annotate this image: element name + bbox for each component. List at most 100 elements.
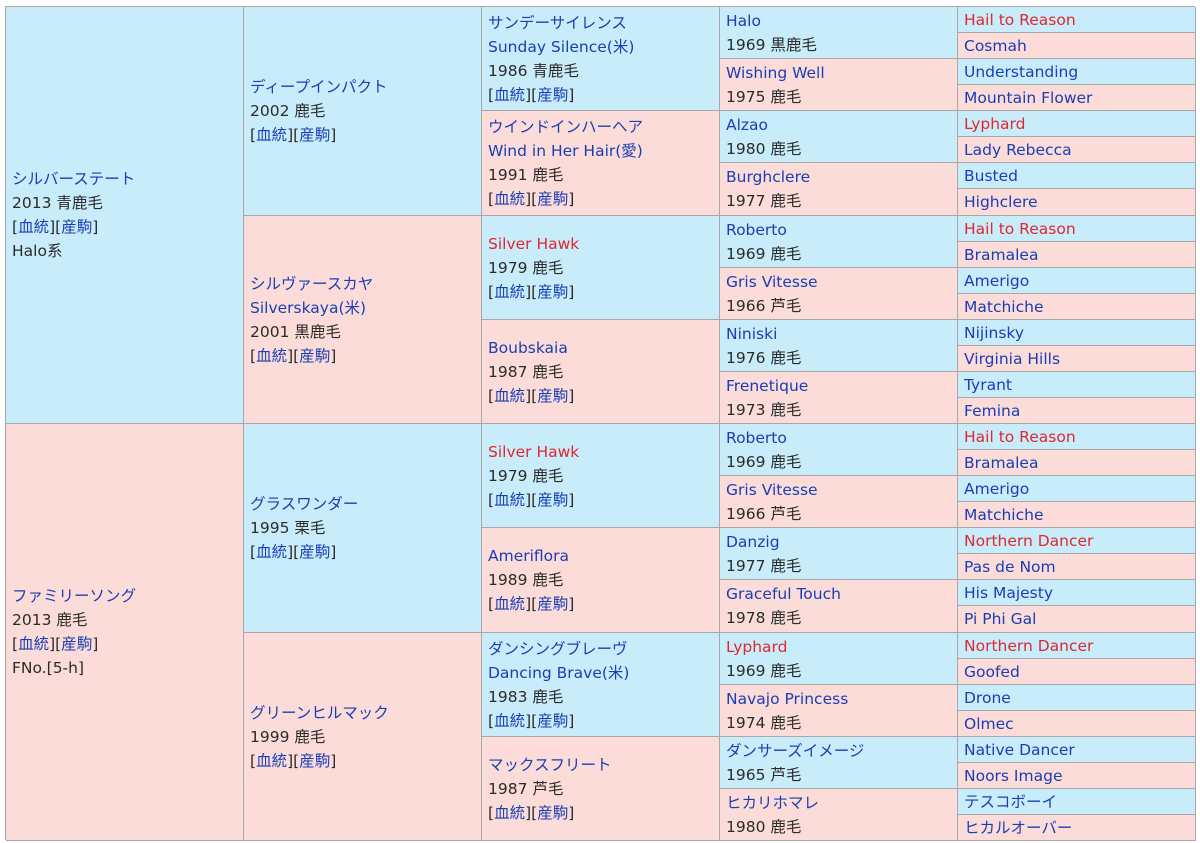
pedigree-link[interactable]: 血統 [256, 346, 288, 365]
pedigree-link[interactable]: 血統 [494, 386, 526, 405]
progeny-link[interactable]: 産駒 [61, 218, 93, 236]
birth-year-color: 1974 鹿毛 [726, 714, 802, 732]
horse-name-link[interactable]: Mountain Flower [964, 88, 1093, 107]
horse-name-link[interactable]: Pas de Nom [964, 557, 1056, 576]
horse-name-link[interactable]: Silver Hawk [488, 442, 580, 461]
horse-name-link[interactable]: Hail to Reason [964, 427, 1076, 446]
horse-name-link[interactable]: Roberto [726, 429, 787, 447]
horse-name-link[interactable]: Amerigo [964, 479, 1030, 498]
horse-name-link[interactable]: Lyphard [726, 638, 788, 656]
horse-name-link[interactable]: Virginia Hills [964, 349, 1061, 368]
pedigree-link[interactable]: 血統 [256, 751, 288, 770]
horse-name-link[interactable]: Amerigo [964, 271, 1030, 290]
horse-name-link[interactable]: Highclere [964, 193, 1038, 211]
progeny-link[interactable]: 産駒 [299, 543, 331, 561]
pedigree-link[interactable]: 血統 [494, 190, 526, 208]
horse-name-link[interactable]: Native Dancer [964, 740, 1075, 759]
progeny-link[interactable]: 産駒 [537, 386, 569, 405]
horse-name-link[interactable]: Silver Hawk [488, 234, 580, 253]
horse-name-link[interactable]: Lyphard [964, 114, 1026, 133]
horse-name-link[interactable]: Niniski [726, 325, 778, 343]
horse-name-link[interactable]: Nijinsky [964, 323, 1025, 342]
horse-name-link[interactable]: Femina [964, 401, 1021, 420]
horse-name-link[interactable]: His Majesty [964, 583, 1054, 602]
horse-name-link[interactable]: Wishing Well [726, 64, 825, 82]
horse-name-link[interactable]: Roberto [726, 221, 787, 239]
horse-name-link[interactable]: Hail to Reason [964, 10, 1076, 29]
horse-name-link[interactable]: Ameriflora [488, 547, 570, 565]
progeny-link[interactable]: 産駒 [537, 282, 569, 301]
pedigree-link[interactable]: 血統 [494, 282, 526, 301]
horse-name-link[interactable]: Lady Rebecca [964, 140, 1072, 159]
horse-name-link[interactable]: ダンシングブレーヴ [488, 639, 628, 658]
horse-name-link[interactable]: Bramalea [964, 453, 1039, 472]
pedigree-link[interactable]: 血統 [494, 490, 526, 509]
horse-name-link[interactable]: Danzig [726, 533, 780, 551]
horse-name-link[interactable]: グリーンヒルマック [250, 703, 389, 722]
horse-name-link[interactable]: Cosmah [964, 36, 1027, 55]
horse-name-link[interactable]: シルバーステート [12, 170, 136, 188]
progeny-link[interactable]: 産駒 [537, 711, 569, 730]
pedigree-link[interactable]: 血統 [494, 85, 526, 104]
horse-name-link[interactable]: Gris Vitesse [726, 481, 818, 499]
birth-year-color: 2013 鹿毛 [12, 611, 88, 629]
horse-name-link[interactable]: Busted [964, 166, 1018, 185]
horse-name-link[interactable]: Hail to Reason [964, 219, 1076, 238]
horse-name-link[interactable]: Northern Dancer [964, 531, 1094, 550]
horse-name-link[interactable]: ダンサーズイメージ [726, 742, 865, 760]
horse-name-link[interactable]: Drone [964, 688, 1011, 707]
pedigree-link[interactable]: 血統 [494, 711, 526, 730]
horse-name-link[interactable]: ファミリーソング [12, 587, 137, 605]
horse-name-link[interactable]: Boubskaia [488, 338, 568, 357]
horse-name-link[interactable]: Burghclere [726, 168, 811, 186]
horse-name-link[interactable]: Tyrant [964, 375, 1012, 394]
horse-name-link[interactable]: Frenetique [726, 377, 809, 395]
pedigree-link[interactable]: 血統 [494, 803, 526, 822]
progeny-link[interactable]: 産駒 [299, 346, 331, 365]
horse-name-link[interactable]: ヒカリホマレ [726, 794, 820, 812]
horse-name-link[interactable]: Alzao [726, 116, 769, 134]
horse-name-link[interactable]: Matchiche [964, 297, 1044, 316]
horse-name-link[interactable]: テスコボーイ [964, 792, 1058, 811]
horse-name-link[interactable]: Pi Phi Gal [964, 610, 1037, 628]
horse-name-en-link[interactable]: Sunday Silence(米) [488, 37, 635, 56]
progeny-link[interactable]: 産駒 [537, 803, 569, 822]
horse-name-en-link[interactable]: Dancing Brave(米) [488, 663, 630, 682]
horse-name-link[interactable]: Noors Image [964, 766, 1063, 785]
pedigree-link[interactable]: 血統 [494, 595, 526, 613]
progeny-link[interactable]: 産駒 [299, 751, 331, 770]
horse-name-link[interactable]: ウインドインハーヘア [488, 118, 644, 136]
horse-name-link[interactable]: Olmec [964, 714, 1014, 733]
pedigree-cell: Mountain Flower [958, 85, 1196, 111]
horse-name-link[interactable]: サンデーサイレンス [488, 13, 627, 32]
horse-name-link[interactable]: ディープインパクト [250, 78, 388, 96]
progeny-link[interactable]: 産駒 [61, 635, 93, 653]
horse-name-link[interactable]: ヒカルオーバー [964, 818, 1073, 837]
pedigree-cell: Bramalea [958, 450, 1196, 476]
birth-year-color: 1987 芦毛 [488, 779, 564, 798]
progeny-link[interactable]: 産駒 [537, 85, 569, 104]
pedigree-link[interactable]: 血統 [256, 126, 288, 144]
pedigree-link[interactable]: 血統 [18, 635, 50, 653]
horse-name-link[interactable]: Gris Vitesse [726, 273, 818, 291]
horse-name-link[interactable]: Bramalea [964, 245, 1039, 264]
horse-name-link[interactable]: マックスフリート [488, 755, 612, 774]
horse-name-en-link[interactable]: Silverskaya(米) [250, 298, 367, 317]
horse-name-link[interactable]: Northern Dancer [964, 636, 1094, 655]
progeny-link[interactable]: 産駒 [537, 595, 569, 613]
horse-name-link[interactable]: Understanding [964, 62, 1079, 81]
pedigree-link[interactable]: 血統 [18, 218, 50, 236]
horse-name-link[interactable]: Matchiche [964, 505, 1044, 524]
pedigree-cell: Busted [958, 163, 1196, 189]
horse-name-link[interactable]: シルヴァースカヤ [250, 274, 374, 293]
horse-name-link[interactable]: グラスワンダー [250, 495, 359, 513]
progeny-link[interactable]: 産駒 [537, 190, 569, 208]
horse-name-link[interactable]: Halo [726, 12, 761, 30]
horse-name-en-link[interactable]: Wind in Her Hair(愛) [488, 142, 643, 160]
progeny-link[interactable]: 産駒 [299, 126, 331, 144]
horse-name-link[interactable]: Graceful Touch [726, 585, 841, 603]
horse-name-link[interactable]: Goofed [964, 662, 1020, 681]
pedigree-link[interactable]: 血統 [256, 543, 288, 561]
horse-name-link[interactable]: Navajo Princess [726, 690, 849, 708]
progeny-link[interactable]: 産駒 [537, 490, 569, 509]
